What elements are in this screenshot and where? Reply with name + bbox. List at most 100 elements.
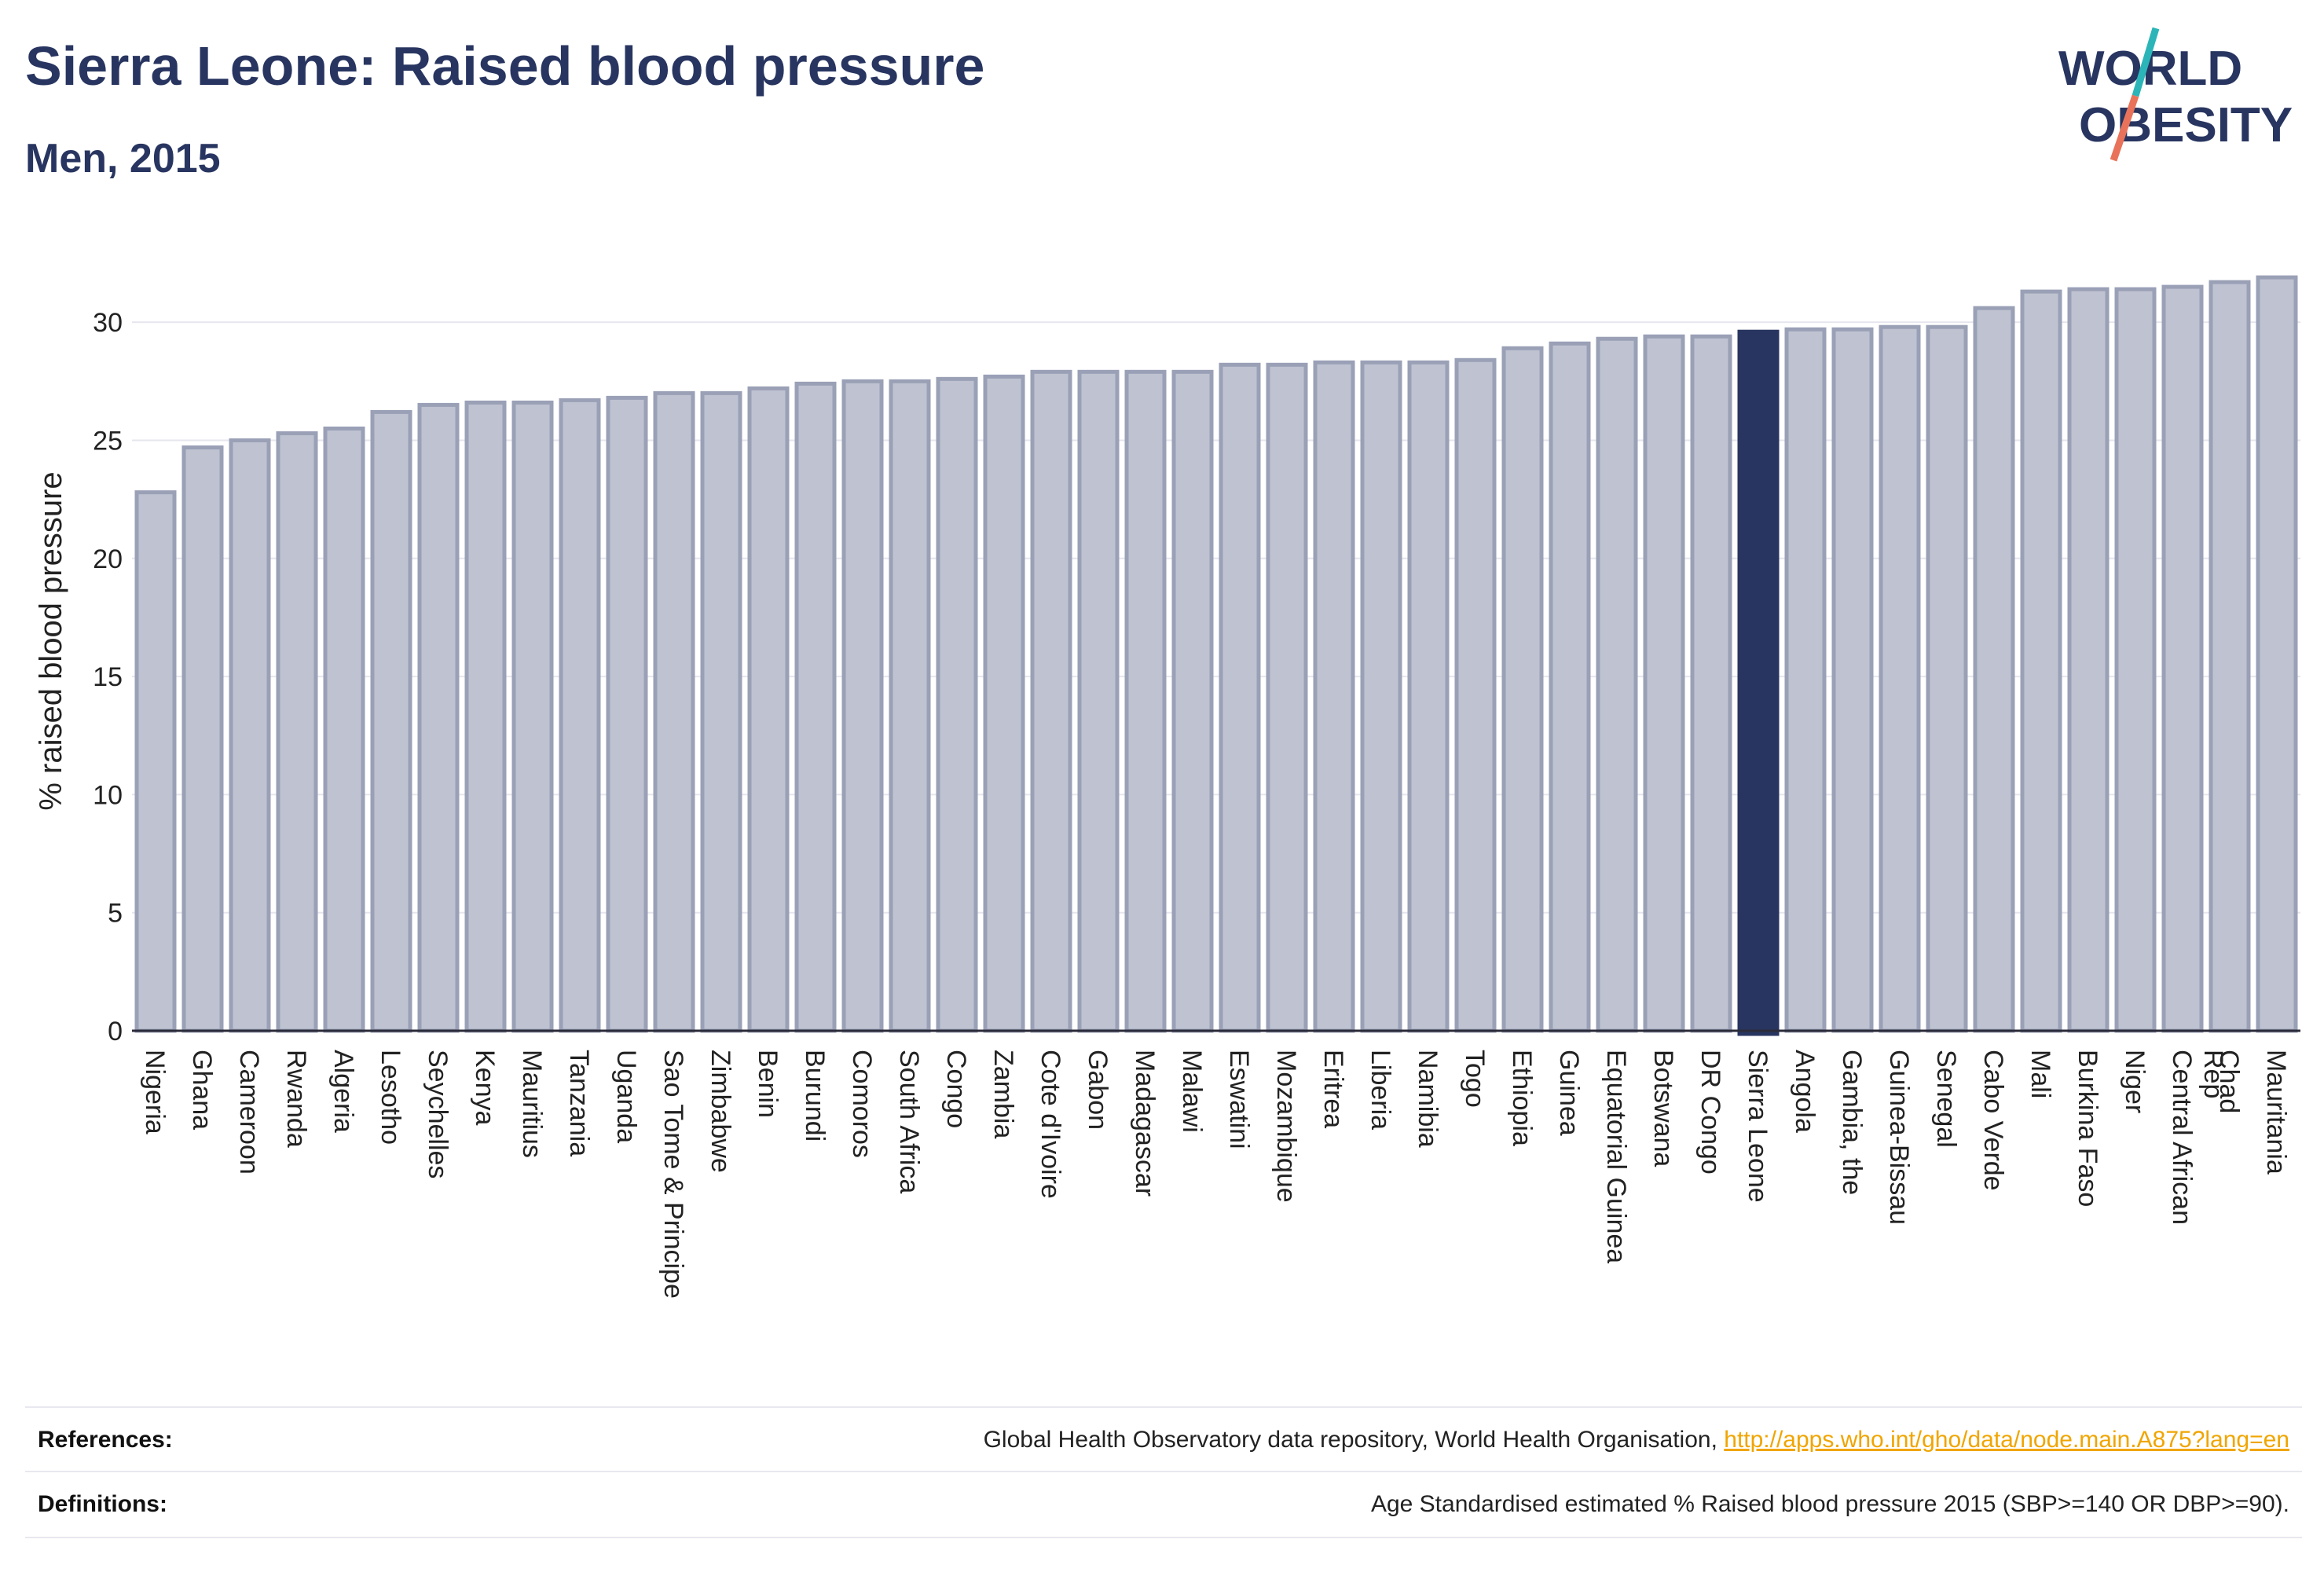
bar [1219, 362, 1261, 1033]
bar [276, 431, 318, 1033]
bar [2209, 280, 2251, 1033]
x-tick-label: Sierra Leone [1743, 1050, 1772, 1203]
y-axis-ticks: 0 5 10 15 20 25 30 [93, 308, 123, 1046]
x-tick-label: Botswana [1648, 1050, 1678, 1167]
x-tick-label: Nigeria [140, 1050, 170, 1134]
chart-title: Sierra Leone: Raised blood pressure [25, 35, 985, 97]
bar [370, 409, 412, 1033]
bar [1124, 369, 1167, 1033]
x-tick-label: Togo [1460, 1050, 1490, 1108]
x-tick-label: Namibia [1413, 1050, 1442, 1148]
x-axis-ticks: Nigeria Ghana Cameroon Rwanda Algeria Lesotho… [140, 1050, 2291, 1299]
definitions-label: Definitions: [38, 1491, 167, 1517]
bar [1926, 324, 1968, 1033]
chart-subtitle: Men, 2015 [25, 136, 221, 181]
bar [2067, 287, 2110, 1033]
x-tick-label: Chad [2214, 1050, 2244, 1113]
x-tick-label: Zimbabwe [706, 1050, 735, 1173]
x-tick-label: Ethiopia [1507, 1050, 1537, 1146]
bar [936, 376, 978, 1033]
x-tick-label: Equatorial Guinea [1601, 1050, 1631, 1263]
x-tick-label: Cote d'Ivoire [1036, 1050, 1065, 1199]
x-tick-label: Burkina Faso [2073, 1050, 2102, 1207]
x-tick-label: Guinea [1554, 1050, 1584, 1136]
bar [1784, 327, 1827, 1033]
bar [1879, 324, 1921, 1033]
x-tick-label: Tanzania [564, 1050, 594, 1156]
bar [2114, 287, 2157, 1033]
bar [134, 490, 177, 1033]
x-tick-label: Mauritius [517, 1050, 547, 1158]
bar [1690, 334, 1732, 1033]
bar [700, 390, 742, 1033]
x-tick-label: Sao Tome & Principe [658, 1050, 688, 1299]
bar [747, 386, 790, 1033]
references-link[interactable]: http://apps.who.int/gho/data/node.main.A… [1724, 1427, 2289, 1453]
x-tick-label: Gabon [1083, 1050, 1113, 1130]
bar [983, 374, 1025, 1033]
x-tick-label: Burundi [800, 1050, 830, 1142]
bar [2161, 284, 2204, 1033]
y-tick-label: 5 [108, 899, 123, 929]
x-tick-label: Gambia, the [1837, 1050, 1867, 1195]
y-tick-label: 20 [93, 544, 123, 574]
x-tick-label: Madagascar [1130, 1050, 1160, 1197]
bar [511, 400, 554, 1033]
bar [1266, 362, 1308, 1033]
bar [181, 445, 224, 1033]
x-tick-label: Malawi [1177, 1050, 1207, 1133]
x-tick-label: Congo [941, 1050, 971, 1128]
x-tick-label: Cameroon [234, 1050, 264, 1175]
x-tick-label: Uganda [611, 1050, 641, 1143]
bar [653, 390, 695, 1033]
logo-text-obesity: OBESITY [2079, 98, 2293, 152]
x-tick-label: DR Congo [1695, 1050, 1725, 1175]
references-text: Global Health Observatory data repositor… [983, 1427, 1725, 1453]
bar [889, 379, 931, 1033]
y-tick-label: 0 [108, 1017, 123, 1046]
bar [1313, 360, 1355, 1033]
x-tick-label: Central AfricanRep [2167, 1050, 2228, 1225]
x-tick-label: Guinea-Bissau [1884, 1050, 1914, 1225]
x-tick-label: Algeria [328, 1050, 358, 1133]
x-tick-label: Angola [1790, 1050, 1820, 1133]
y-tick-label: 10 [93, 780, 123, 810]
x-tick-label: Cabo Verde [1978, 1050, 2008, 1191]
bar [464, 400, 507, 1033]
x-tick-label: South Africa [894, 1050, 924, 1193]
bar [417, 402, 460, 1033]
x-tick-label: Mauritania [2261, 1050, 2291, 1175]
references-value: Global Health Observatory data repositor… [984, 1427, 2302, 1453]
references-row: References: Global Health Observatory da… [25, 1406, 2302, 1472]
y-axis-label: % raised blood pressure [34, 471, 68, 810]
x-tick-label: Lesotho [376, 1050, 405, 1145]
x-tick-label: Senegal [1931, 1050, 1961, 1148]
x-tick-label: Ghana [187, 1050, 217, 1130]
bar [559, 398, 601, 1033]
world-obesity-logo: WORLD OBESITY [2058, 27, 2293, 162]
bar-chart: 0 5 10 15 20 25 30 Nigeria Ghana Cameroon Rwanda A… [34, 275, 2300, 1299]
x-tick-label: Liberia [1365, 1050, 1395, 1130]
bar [1501, 346, 1544, 1033]
bar [1454, 357, 1497, 1033]
x-tick-label: Niger [2120, 1050, 2150, 1113]
bar [229, 438, 271, 1033]
references-label: References: [38, 1427, 173, 1453]
x-tick-label: Eswatini [1224, 1050, 1254, 1149]
x-tick-label: Seychelles [423, 1050, 453, 1178]
logo-slash-coral [2110, 94, 2139, 162]
x-tick-label: Benin [753, 1050, 783, 1118]
bar [794, 381, 837, 1033]
y-tick-label: 25 [93, 426, 123, 456]
logo-slash-teal [2132, 27, 2160, 97]
bar [1643, 334, 1685, 1033]
definitions-row: Definitions: Age Standardised estimated … [25, 1471, 2302, 1538]
x-tick-label: Zambia [988, 1050, 1018, 1138]
x-tick-label: Mali [2025, 1050, 2055, 1098]
definitions-text: Age Standardised estimated % Raised bloo… [1370, 1491, 2289, 1517]
x-tick-label: Mozambique [1271, 1050, 1301, 1203]
bar [841, 379, 884, 1033]
bar [2256, 275, 2298, 1033]
bars [134, 275, 2298, 1036]
bar [1360, 360, 1402, 1033]
